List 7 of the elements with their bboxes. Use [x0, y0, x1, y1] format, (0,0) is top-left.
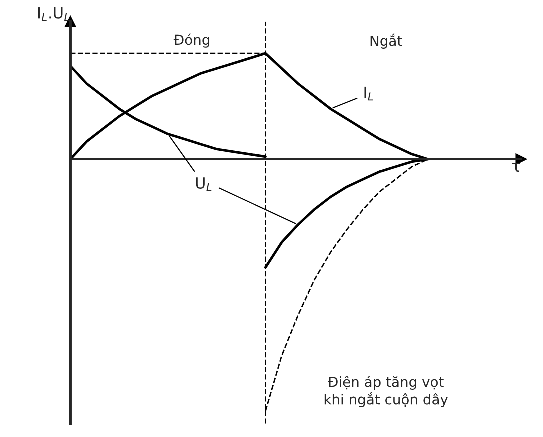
text: Ngắt	[370, 34, 402, 49]
legend-label: I$_{L}$	[364, 86, 374, 101]
annotation: Điện áp tăng vọt khi ngắt cuộn dây	[324, 376, 448, 408]
series-label: U$_{L}$	[196, 178, 212, 192]
y-axis-title: I$_{L}$.U$_{L}$	[38, 8, 70, 22]
text: Đóng	[174, 34, 210, 48]
text: τ	[512, 162, 520, 172]
